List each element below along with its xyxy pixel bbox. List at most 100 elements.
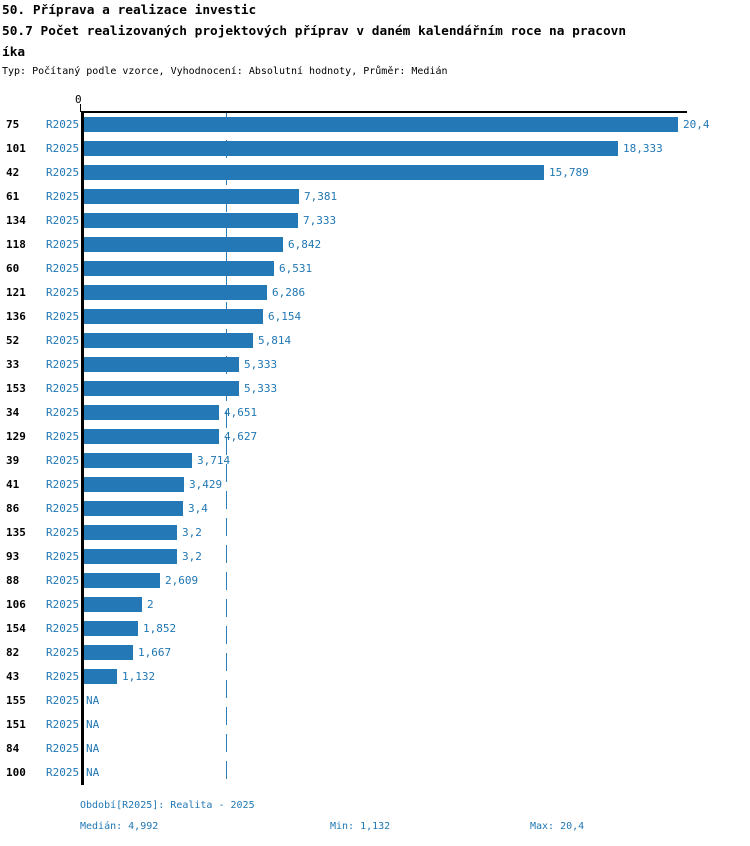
bar xyxy=(84,237,283,252)
row-value-label: 5,333 xyxy=(244,382,278,395)
row-category-label: 151 xyxy=(6,718,26,731)
report-section-title: 50. Příprava a realizace investic xyxy=(2,3,257,18)
row-value-label: 20,4 xyxy=(683,118,710,131)
row-value-label: 3,714 xyxy=(197,454,231,467)
row-value-label: 2,609 xyxy=(165,574,199,587)
row-value-label: 6,531 xyxy=(279,262,313,275)
row-period-label: R2025 xyxy=(46,430,80,443)
row-category-label: 39 xyxy=(6,454,20,467)
row-category-label: 136 xyxy=(6,310,26,323)
bar-row: 84 R2025 NA xyxy=(0,737,750,761)
bar-row: 134 R2025 7,333 xyxy=(0,209,750,233)
row-period-label: R2025 xyxy=(46,718,80,731)
row-category-label: 41 xyxy=(6,478,20,491)
row-value-label: NA xyxy=(86,742,100,755)
row-period-label: R2025 xyxy=(46,166,80,179)
bar-row: 41 R2025 3,429 xyxy=(0,473,750,497)
bar xyxy=(84,309,263,324)
bar xyxy=(84,285,267,300)
row-value-label: 1,852 xyxy=(143,622,177,635)
row-category-label: 155 xyxy=(6,694,26,707)
row-value-label: 2 xyxy=(147,598,154,611)
bar-row: 118 R2025 6,842 xyxy=(0,233,750,257)
row-period-label: R2025 xyxy=(46,766,80,779)
row-value-label: 18,333 xyxy=(623,142,663,155)
row-period-label: R2025 xyxy=(46,190,80,203)
row-period-label: R2025 xyxy=(46,118,80,131)
bar xyxy=(84,213,298,228)
bar-row: 75 R2025 20,4 xyxy=(0,113,750,137)
row-value-label: 6,286 xyxy=(272,286,306,299)
bar xyxy=(84,453,192,468)
row-value-label: NA xyxy=(86,766,100,779)
bar xyxy=(84,525,177,540)
bar xyxy=(84,645,133,660)
row-period-label: R2025 xyxy=(46,742,80,755)
bar-row: 136 R2025 6,154 xyxy=(0,305,750,329)
row-period-label: R2025 xyxy=(46,382,80,395)
row-period-label: R2025 xyxy=(46,478,80,491)
x-axis-line xyxy=(81,111,687,113)
row-category-label: 42 xyxy=(6,166,20,179)
row-category-label: 34 xyxy=(6,406,20,419)
chart-title-line2: íka xyxy=(2,45,26,60)
row-value-label: 7,381 xyxy=(304,190,338,203)
bar xyxy=(84,669,117,684)
chart-title-line1: 50.7 Počet realizovaných projektových př… xyxy=(2,24,627,39)
row-value-label: 6,842 xyxy=(288,238,322,251)
bar-row: 106 R2025 2 xyxy=(0,593,750,617)
row-value-label: 3,2 xyxy=(182,526,202,539)
footer-max-stat: Max: 20,4 xyxy=(530,821,585,832)
row-period-label: R2025 xyxy=(46,670,80,683)
row-category-label: 134 xyxy=(6,214,26,227)
row-category-label: 33 xyxy=(6,358,20,371)
bar xyxy=(84,117,678,132)
bar-row: 135 R2025 3,2 xyxy=(0,521,750,545)
x-axis-zero-tick xyxy=(80,104,81,112)
row-period-label: R2025 xyxy=(46,142,80,155)
bar-row: 129 R2025 4,627 xyxy=(0,425,750,449)
row-category-label: 135 xyxy=(6,526,26,539)
row-value-label: 4,627 xyxy=(224,430,258,443)
bar xyxy=(84,381,239,396)
row-period-label: R2025 xyxy=(46,358,80,371)
bar xyxy=(84,549,177,564)
bar-row: 33 R2025 5,333 xyxy=(0,353,750,377)
row-category-label: 100 xyxy=(6,766,26,779)
bar-row: 52 R2025 5,814 xyxy=(0,329,750,353)
row-period-label: R2025 xyxy=(46,454,80,467)
row-category-label: 82 xyxy=(6,646,20,659)
bar-row: 154 R2025 1,852 xyxy=(0,617,750,641)
row-value-label: NA xyxy=(86,694,100,707)
row-value-label: 3,429 xyxy=(189,478,223,491)
row-period-label: R2025 xyxy=(46,406,80,419)
row-category-label: 43 xyxy=(6,670,20,683)
chart-subtitle: Typ: Počítaný podle vzorce, Vyhodnocení:… xyxy=(2,66,448,77)
row-period-label: R2025 xyxy=(46,526,80,539)
row-category-label: 101 xyxy=(6,142,26,155)
bar xyxy=(84,405,219,420)
row-period-label: R2025 xyxy=(46,550,80,563)
row-category-label: 61 xyxy=(6,190,20,203)
bar-row: 88 R2025 2,609 xyxy=(0,569,750,593)
row-period-label: R2025 xyxy=(46,622,80,635)
row-category-label: 93 xyxy=(6,550,20,563)
bar xyxy=(84,429,219,444)
row-value-label: 5,814 xyxy=(258,334,292,347)
row-category-label: 84 xyxy=(6,742,20,755)
row-period-label: R2025 xyxy=(46,214,80,227)
row-value-label: 1,667 xyxy=(138,646,172,659)
row-period-label: R2025 xyxy=(46,286,80,299)
footer-median-stat: Medián: 4,992 xyxy=(80,821,159,832)
row-category-label: 129 xyxy=(6,430,26,443)
row-value-label: 1,132 xyxy=(122,670,156,683)
row-category-label: 118 xyxy=(6,238,26,251)
bar-row: 86 R2025 3,4 xyxy=(0,497,750,521)
row-value-label: 15,789 xyxy=(549,166,589,179)
bar-row: 39 R2025 3,714 xyxy=(0,449,750,473)
bar-row: 121 R2025 6,286 xyxy=(0,281,750,305)
bar-row: 155 R2025 NA xyxy=(0,689,750,713)
row-period-label: R2025 xyxy=(46,334,80,347)
bar xyxy=(84,261,274,276)
